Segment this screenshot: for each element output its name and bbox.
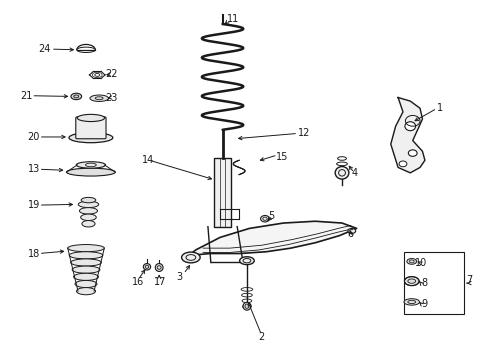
Ellipse shape bbox=[81, 221, 95, 227]
Ellipse shape bbox=[68, 244, 104, 252]
Ellipse shape bbox=[143, 264, 150, 270]
Text: 17: 17 bbox=[154, 277, 166, 287]
Bar bbox=[213, 158, 231, 226]
Text: 4: 4 bbox=[351, 168, 357, 178]
Ellipse shape bbox=[398, 161, 406, 167]
Ellipse shape bbox=[403, 299, 419, 305]
Ellipse shape bbox=[79, 208, 97, 214]
Ellipse shape bbox=[90, 95, 108, 102]
Ellipse shape bbox=[404, 122, 415, 131]
Ellipse shape bbox=[243, 302, 250, 310]
Ellipse shape bbox=[76, 288, 95, 295]
FancyBboxPatch shape bbox=[76, 117, 106, 139]
Text: 20: 20 bbox=[27, 132, 40, 142]
Ellipse shape bbox=[347, 228, 355, 233]
Text: 2: 2 bbox=[258, 332, 264, 342]
Text: 15: 15 bbox=[276, 152, 288, 162]
Ellipse shape bbox=[334, 167, 348, 179]
Ellipse shape bbox=[75, 280, 97, 288]
Ellipse shape bbox=[81, 214, 96, 221]
Text: 5: 5 bbox=[267, 211, 274, 221]
Ellipse shape bbox=[71, 93, 81, 100]
Ellipse shape bbox=[407, 150, 416, 156]
Ellipse shape bbox=[81, 197, 96, 203]
Text: 24: 24 bbox=[39, 44, 51, 54]
Ellipse shape bbox=[66, 168, 115, 176]
Polygon shape bbox=[390, 98, 424, 173]
Bar bbox=[404, 252, 463, 315]
Ellipse shape bbox=[404, 276, 418, 285]
Text: 10: 10 bbox=[414, 258, 427, 268]
Text: 7: 7 bbox=[466, 275, 471, 285]
Text: 9: 9 bbox=[420, 299, 427, 309]
Text: 12: 12 bbox=[298, 129, 310, 138]
Ellipse shape bbox=[77, 114, 104, 122]
Text: 18: 18 bbox=[27, 248, 40, 258]
Ellipse shape bbox=[406, 258, 416, 264]
Polygon shape bbox=[183, 221, 356, 260]
Text: 23: 23 bbox=[105, 93, 118, 103]
Text: 1: 1 bbox=[436, 103, 442, 113]
Ellipse shape bbox=[181, 252, 200, 263]
Text: 22: 22 bbox=[105, 69, 118, 79]
Ellipse shape bbox=[69, 133, 113, 143]
Ellipse shape bbox=[73, 273, 98, 280]
Text: 3: 3 bbox=[176, 272, 182, 282]
Text: 19: 19 bbox=[27, 200, 40, 210]
Ellipse shape bbox=[78, 201, 99, 208]
Text: 16: 16 bbox=[132, 277, 144, 287]
Text: 8: 8 bbox=[420, 278, 427, 288]
Ellipse shape bbox=[72, 266, 100, 273]
Text: 11: 11 bbox=[227, 14, 239, 24]
Text: 13: 13 bbox=[27, 164, 40, 174]
Ellipse shape bbox=[239, 257, 254, 265]
Ellipse shape bbox=[155, 264, 163, 271]
Ellipse shape bbox=[76, 162, 105, 168]
Text: 21: 21 bbox=[20, 91, 33, 101]
Text: 6: 6 bbox=[346, 229, 352, 239]
Ellipse shape bbox=[260, 216, 269, 222]
Text: 14: 14 bbox=[142, 155, 154, 165]
Ellipse shape bbox=[71, 259, 101, 266]
Ellipse shape bbox=[69, 252, 102, 259]
